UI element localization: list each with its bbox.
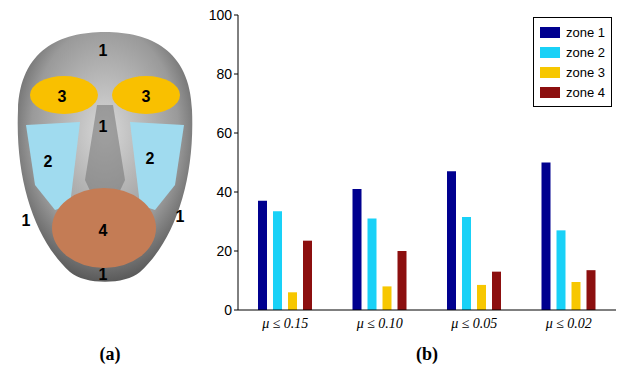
svg-text:μ ≤ 0.15: μ ≤ 0.15: [261, 316, 308, 331]
svg-text:4: 4: [99, 222, 108, 239]
svg-text:3: 3: [142, 88, 151, 105]
svg-text:40: 40: [216, 184, 232, 200]
svg-text:0: 0: [224, 302, 232, 318]
svg-text:80: 80: [216, 66, 232, 82]
svg-text:1: 1: [99, 266, 108, 283]
svg-text:1: 1: [99, 118, 108, 135]
svg-text:μ ≤ 0.10: μ ≤ 0.10: [356, 316, 403, 331]
html-text:zone 1: zone 1: [566, 24, 605, 40]
html-text:zone 3: zone 3: [566, 64, 605, 80]
svg-text:20: 20: [216, 243, 232, 259]
svg-text:1: 1: [22, 212, 31, 229]
html-text:zone 2: zone 2: [566, 44, 605, 60]
svg-text:3: 3: [58, 88, 67, 105]
svg-text:2: 2: [146, 150, 155, 167]
svg-text:2: 2: [44, 153, 53, 170]
svg-text:μ ≤ 0.05: μ ≤ 0.05: [450, 316, 497, 331]
svg-text:100: 100: [209, 7, 233, 23]
html-text:zone 4: zone 4: [566, 84, 605, 100]
svg-text:60: 60: [216, 125, 232, 141]
svg-text:1: 1: [99, 42, 108, 59]
svg-text:μ ≤ 0.02: μ ≤ 0.02: [545, 316, 592, 331]
html-text:(b): (b): [416, 344, 438, 364]
html-text:(a): (a): [99, 344, 121, 364]
svg-text:1: 1: [176, 208, 185, 225]
